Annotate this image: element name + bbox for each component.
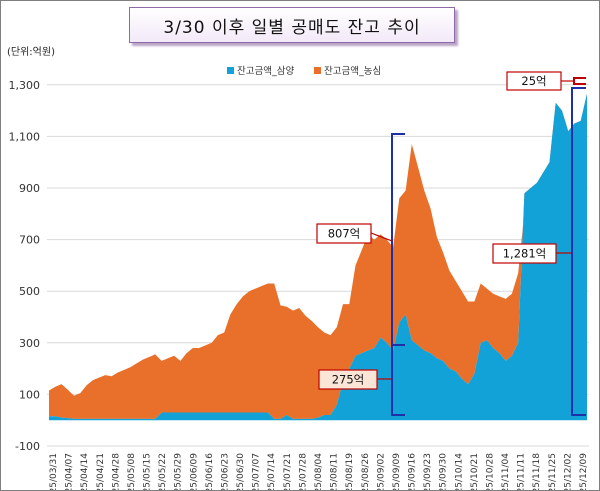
legend-swatch-samyang <box>227 67 234 74</box>
x-tick-label: 2025/07/14 <box>267 453 277 490</box>
x-tick-label: 2025/05/29 <box>174 453 184 490</box>
bracket-25 <box>573 77 586 85</box>
unit-label: (단위:억원) <box>7 47 55 58</box>
series-area-samyang <box>49 93 587 421</box>
x-tick-label: 2025/05/22 <box>158 453 168 490</box>
x-tick-label: 2025/04/14 <box>80 453 90 490</box>
legend-label-samyang: 잔고금액_삼양 <box>237 65 294 77</box>
x-tick-label: 2025/06/23 <box>220 453 230 490</box>
x-tick-label: 2025/09/23 <box>423 453 433 490</box>
x-tick-label: 2025/07/28 <box>298 453 308 490</box>
callout-275-box <box>318 369 378 390</box>
bracket-1281 <box>571 87 586 416</box>
y-tick-label: 700 <box>19 234 40 247</box>
x-tick-label: 2025/09/16 <box>408 453 418 490</box>
y-tick-label: 1,100 <box>9 130 41 143</box>
x-tick-label: 2025/10/21 <box>470 453 480 490</box>
x-tick-label: 2025/06/30 <box>236 453 246 490</box>
x-tick-label: 2025/08/04 <box>314 453 324 490</box>
callout-25-box <box>506 71 562 91</box>
x-tick-label: 2025/11/11 <box>517 453 527 490</box>
callout-807-box <box>316 223 372 244</box>
y-tick-label: 900 <box>19 182 40 195</box>
x-tick-label: 2025/11/04 <box>501 453 511 490</box>
y-tick-label: 100 <box>19 388 40 401</box>
x-tick-label: 2025/10/14 <box>454 453 464 490</box>
x-tick-label: 2025/05/08 <box>127 453 137 490</box>
x-tick-label: 2025/09/09 <box>392 453 402 490</box>
y-tick-label: -100 <box>15 440 40 453</box>
x-tick-label: 2025/04/28 <box>111 453 121 490</box>
x-tick-label: 2025/07/07 <box>252 453 262 490</box>
legend-swatch-nongshim <box>314 67 321 74</box>
x-tick-label: 2025/12/09 <box>579 453 589 490</box>
x-tick-label: 2025/06/09 <box>189 453 199 490</box>
y-tick-label: 500 <box>19 285 40 298</box>
bracket-275 <box>391 344 405 416</box>
x-tick-label: 2025/12/02 <box>563 453 573 490</box>
x-tick-label: 2025/05/15 <box>143 453 153 490</box>
x-tick-label: 2025/08/19 <box>345 453 355 490</box>
legend-label-nongshim: 잔고금액_농심 <box>324 65 381 77</box>
x-tick-label: 2025/09/30 <box>439 453 449 490</box>
x-tick-label: 2025/10/28 <box>485 453 495 490</box>
leader-807 <box>370 232 393 242</box>
x-tick-label: 2025/09/02 <box>376 453 386 490</box>
x-tick-label: 2025/03/31 <box>49 453 59 490</box>
callout-275-text: 275억 <box>332 373 365 387</box>
series-area-nongshim <box>49 93 587 419</box>
x-tick-label: 2025/06/16 <box>205 453 215 490</box>
x-tick-label: 2025/11/18 <box>532 453 542 490</box>
y-tick-label: 300 <box>19 337 40 350</box>
x-tick-label: 2025/04/21 <box>96 453 106 490</box>
x-tick-label: 2025/08/26 <box>361 453 371 490</box>
x-tick-label: 2025/08/11 <box>330 453 340 490</box>
x-tick-label: 2025/04/07 <box>65 453 75 490</box>
chart-title: 3/30 이후 일별 공매도 잔고 추이 <box>129 7 455 43</box>
callout-25-text: 25억 <box>521 74 546 88</box>
callout-1281-box <box>492 243 557 264</box>
callout-807-text: 807억 <box>328 227 361 241</box>
x-tick-label: 2025/11/25 <box>548 453 558 490</box>
y-tick-label: 1,300 <box>9 79 41 92</box>
x-tick-label: 2025/07/21 <box>283 453 293 490</box>
callout-1281-text: 1,281억 <box>503 247 547 261</box>
